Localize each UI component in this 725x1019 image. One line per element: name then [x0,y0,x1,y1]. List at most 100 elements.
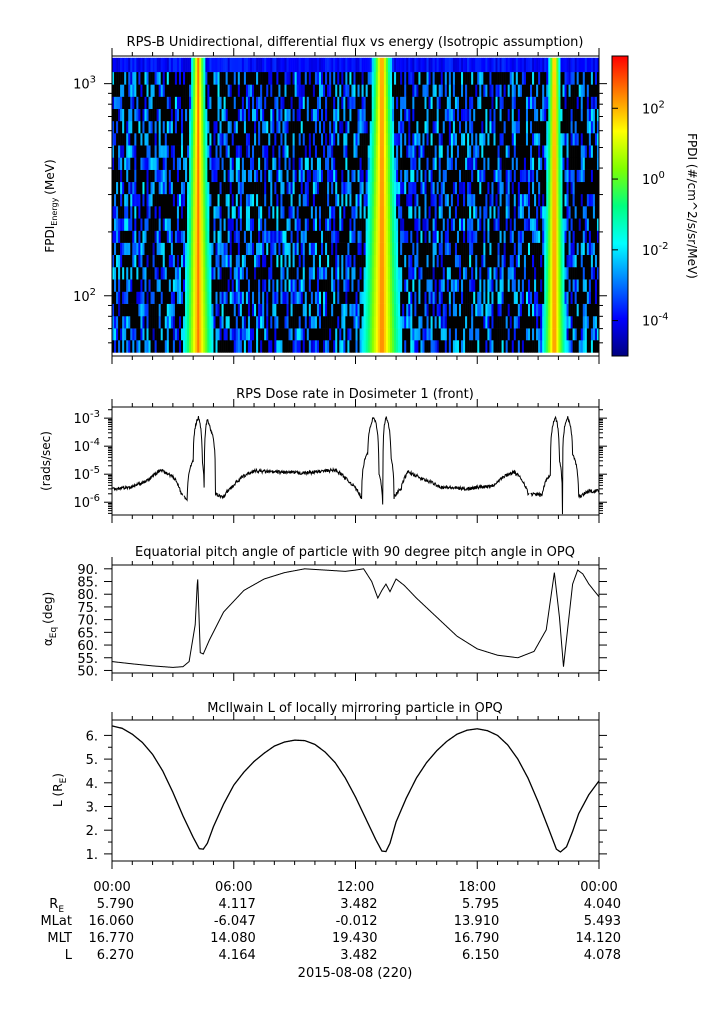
spectrogram-cell [538,181,541,195]
spectrogram-cell [180,254,184,268]
spectrogram-cell [540,133,543,146]
spectrogram-cell [225,315,228,329]
spectrogram-cell [469,193,472,207]
spectrogram-cell [570,193,573,207]
spectrogram-cell [412,230,415,243]
spectrogram-cell [540,266,543,280]
spectrogram-cell [515,291,519,304]
spectrogram-cell [245,230,249,243]
spectrogram-cell [189,193,192,207]
spectrogram-cell [331,242,334,256]
spectrogram-cell [440,339,444,353]
spectrogram-cell [430,157,433,170]
spectrogram-cell [126,303,129,317]
spectrogram-cell [209,218,212,231]
spectrogram-cell [458,266,462,280]
spectrogram-cell [142,133,145,146]
spectrogram-cell [375,108,379,122]
spectrogram-cell [126,291,129,304]
spectrogram-cell [300,145,304,158]
spectrogram-cell [178,145,182,158]
spectrogram-cell [487,291,490,304]
spectrogram-cell [406,181,409,195]
spectrogram-cell [412,206,415,219]
spectrogram-cell [556,254,559,268]
spectrogram-cell [546,303,549,317]
spectrogram-cell [213,96,216,110]
spectrogram-cell [373,254,377,268]
spectrogram-cell [260,157,263,170]
spectrogram-cell [154,291,157,304]
spectrogram-cell [465,120,468,134]
spectrogram-cell [160,266,164,280]
spectrogram-cell [152,254,155,268]
spectrogram-cell [272,108,275,122]
spectrogram-cell [556,291,559,304]
spectrogram-cell [138,145,141,158]
spectrogram-cell [544,303,547,317]
spectrogram-cell [148,108,151,122]
spectrogram-cell [156,279,159,292]
spectrogram-cell [414,328,417,341]
spectrogram-cell [440,193,444,207]
spectrogram-cell [333,254,336,268]
spectrogram-cell [124,291,127,304]
spectrogram-cell [534,279,537,292]
spectrogram-cell [353,108,356,122]
spectrogram-cell [130,254,133,268]
spectrogram-cell [193,193,196,207]
spectrogram-cell [576,279,580,292]
spectrogram-cell [331,254,334,268]
spectrogram-cell [387,291,391,304]
spectrogram-cell [448,218,452,231]
spectrogram-cell [243,242,247,256]
spectrogram-cell [497,230,500,243]
spectrogram-cell [298,303,302,317]
spectrogram-cell [156,96,159,110]
spectrogram-cell [576,266,580,280]
spectrogram-cell [178,266,182,280]
spectrogram-cell [274,193,277,207]
spectrogram-cell [146,108,149,122]
spectrogram-cell [114,193,117,207]
spectrogram-cell [483,193,486,207]
spectrogram-cell [438,303,442,317]
spectrogram-cell [566,315,569,329]
spectrogram-cell [333,206,336,219]
spectrogram-cell [282,120,285,134]
spectrogram-cell [402,218,405,231]
spectrogram-cell [430,181,433,195]
spectrogram-cell [552,193,555,207]
spectrogram-cell [154,242,157,256]
spectrogram-cell [142,157,145,170]
spectrogram-cell [467,133,470,146]
spectrogram-cell [469,145,472,158]
spectrogram-cell [296,291,299,304]
spectrogram-cell [558,169,561,183]
spectrogram-cell [235,254,239,268]
spectrogram-cell [116,328,119,341]
spectrogram-cell [428,157,431,170]
spectrogram-cell [365,291,368,304]
spectrogram-cell [300,181,304,195]
spectrogram-cell [357,291,360,304]
spectrogram-cell [136,242,139,256]
spectrogram-cell [329,218,332,231]
spectrogram-cell [430,218,433,231]
spectrogram-cell [193,254,196,268]
spectrogram-cell [532,291,535,304]
spectrogram-cell [118,339,121,353]
spectrogram-cell [373,108,377,122]
spectrogram-cell [294,96,297,110]
spectrogram-cell [420,218,423,231]
spectrogram-cell [400,242,403,256]
spectrogram-cell [556,315,559,329]
spectrogram-cell [302,96,306,110]
spectrogram-cell [156,328,159,341]
spectrogram-cell [454,96,458,110]
spectrogram-cell [266,193,269,207]
spectrogram-cell [286,133,289,146]
spectrogram-cell [532,303,535,317]
spectrogram-cell [197,291,200,304]
spectrogram-cell [262,315,265,329]
